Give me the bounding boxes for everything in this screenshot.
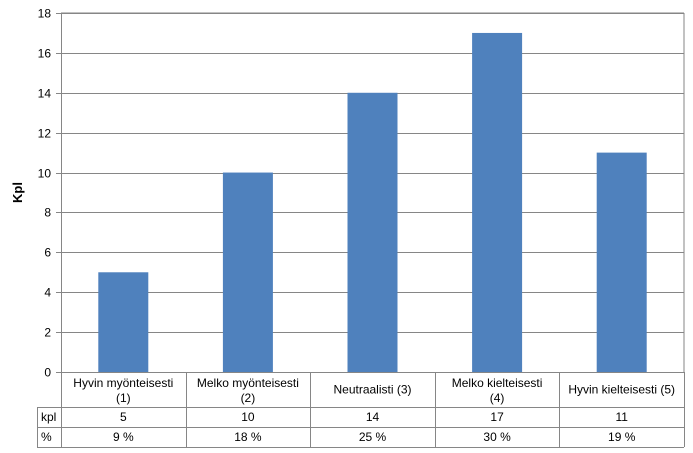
table-row-header: kpl [41,410,56,424]
bar [222,172,273,372]
x-category-label: Neutraalisti (3) [333,383,411,397]
table-cell: 17 [490,410,504,424]
x-category-label: Hyvin kielteisesti (5) [568,383,675,397]
bar [472,32,523,372]
y-axis-title: Kpl [10,182,25,203]
bar [596,152,647,372]
y-tick-label: 2 [44,326,51,340]
y-tick-label: 0 [44,366,51,380]
y-tick-label: 18 [38,7,52,21]
y-tick-label: 6 [44,246,51,260]
table-cell: 19 % [608,430,636,444]
y-tick-labels: 0 2 4 6 8 10 12 14 16 18 [38,7,52,380]
table-cell: 5 [120,410,127,424]
bar [347,92,398,373]
x-category-label: Hyvin myönteisesti [73,376,173,390]
x-category-label: Melko myönteisesti [197,376,299,390]
x-category-label: Melko kielteisesti [452,376,543,390]
y-tick-label: 4 [44,286,51,300]
axes [56,12,685,373]
table-cell: 30 % [483,430,511,444]
y-tick-label: 10 [38,167,52,181]
bars [98,32,647,373]
table-cell: 9 % [113,430,134,444]
table-cell: 14 [366,410,380,424]
data-table: Hyvin myönteisesti(1)Melko myönteisesti(… [37,372,685,448]
x-category-label: (1) [116,391,131,405]
table-cell: 25 % [359,430,387,444]
y-tick-label: 8 [44,206,51,220]
bar [98,272,149,372]
table-cell: 11 [615,410,628,424]
table-row-header: % [41,430,52,444]
table-cell: 18 % [234,430,262,444]
x-category-label: (4) [490,391,505,405]
y-tick-label: 12 [38,127,52,141]
y-tick-label: 16 [38,47,52,61]
table-cell: 10 [241,410,255,424]
x-category-label: (2) [241,391,256,405]
y-tick-label: 14 [38,87,52,101]
